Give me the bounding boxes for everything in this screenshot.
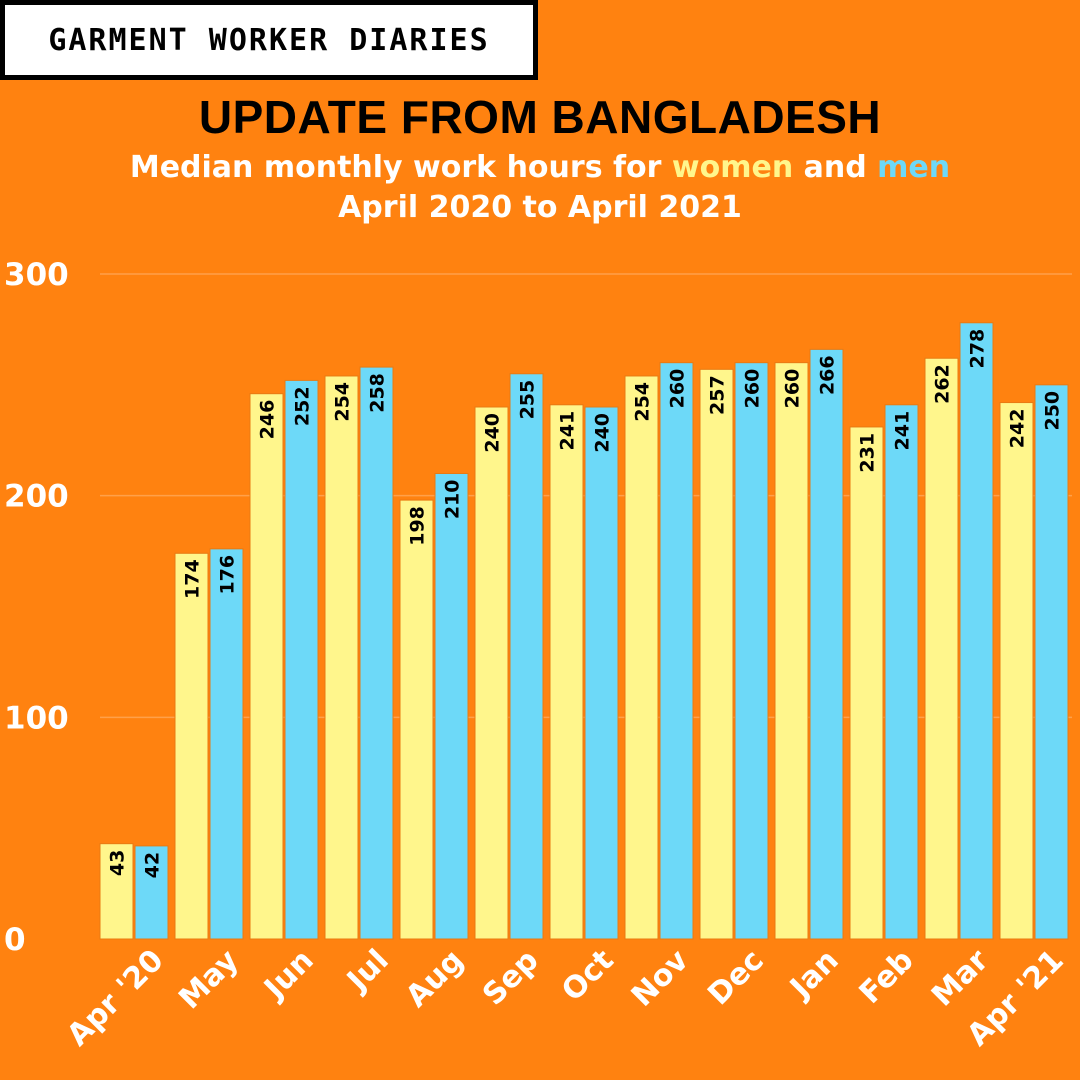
- bar-women: [924, 357, 959, 940]
- y-tick-label: 300: [4, 257, 69, 293]
- data-label-women: 241: [557, 411, 579, 451]
- bar-women: [174, 552, 209, 940]
- x-tick-label: Jun: [256, 943, 320, 1007]
- data-label-men: 42: [142, 852, 164, 878]
- y-tick-label: 200: [4, 479, 69, 515]
- bar-women: [324, 375, 359, 940]
- data-label-women: 240: [482, 413, 504, 453]
- data-label-women: 257: [707, 375, 729, 415]
- brand-label: GARMENT WORKER DIARIES: [48, 22, 490, 58]
- data-label-men: 252: [292, 386, 314, 426]
- data-label-women: 254: [332, 382, 354, 422]
- x-tick-label: Jan: [782, 943, 845, 1006]
- data-label-women: 43: [107, 850, 129, 876]
- subtitle-prefix: Median monthly work hours for: [129, 150, 672, 185]
- bar-men: [584, 406, 619, 940]
- data-label-women: 242: [1007, 409, 1029, 449]
- bar-women: [774, 362, 809, 940]
- chart-title: UPDATE FROM BANGLADESH: [198, 91, 882, 143]
- bar-men: [809, 348, 844, 940]
- bar-men: [209, 548, 244, 940]
- bar-women: [849, 426, 884, 940]
- data-label-men: 266: [817, 355, 839, 395]
- data-label-men: 255: [517, 380, 539, 420]
- brand-box: [0, 0, 538, 80]
- bar-women: [624, 375, 659, 940]
- data-label-women: 246: [257, 400, 279, 440]
- chart-subtitle-dates: April 2020 to April 2021: [338, 190, 742, 225]
- bar-women: [699, 368, 734, 940]
- bar-women: [249, 393, 284, 940]
- data-label-men: 240: [592, 413, 614, 453]
- data-label-men: 176: [217, 555, 239, 595]
- data-label-women: 260: [782, 369, 804, 409]
- x-tick-label: Aug: [399, 943, 470, 1014]
- data-label-men: 260: [742, 369, 764, 409]
- data-label-men: 258: [367, 373, 389, 413]
- data-label-women: 254: [632, 382, 654, 422]
- x-tick-label: Oct: [555, 943, 621, 1009]
- subtitle-men: men: [877, 150, 951, 185]
- subtitle-middle: and: [793, 150, 878, 185]
- data-label-women: 174: [182, 559, 204, 599]
- bar-women: [399, 499, 434, 940]
- chart-subtitle: Median monthly work hours for women and …: [0, 150, 1080, 186]
- bar-men: [359, 366, 394, 940]
- x-tick-label: May: [172, 943, 246, 1017]
- bar-women: [99, 843, 134, 940]
- bar-men: [284, 379, 319, 940]
- subtitle-women: women: [671, 150, 794, 185]
- y-tick-label: 0: [4, 922, 26, 958]
- bar-men: [509, 373, 544, 940]
- x-tick-label: Apr '20: [60, 943, 170, 1053]
- x-tick-label: Dec: [701, 943, 770, 1012]
- bar-men: [734, 362, 769, 940]
- data-label-women: 198: [407, 506, 429, 546]
- bar-men: [134, 845, 169, 940]
- x-tick-label: Sep: [476, 943, 546, 1013]
- bar-women: [549, 404, 584, 940]
- bar-men: [959, 322, 994, 940]
- x-tick-label: Nov: [625, 943, 696, 1014]
- bar-men: [1034, 384, 1069, 940]
- data-label-men: 278: [967, 329, 989, 369]
- bar-men: [884, 404, 919, 940]
- bar-men: [434, 473, 469, 940]
- data-label-men: 250: [1042, 391, 1064, 431]
- bar-men: [659, 362, 694, 940]
- data-label-men: 210: [442, 480, 464, 520]
- bar-women: [999, 402, 1034, 940]
- bar-women: [474, 406, 509, 940]
- y-tick-label: 100: [4, 700, 69, 736]
- data-label-women: 231: [857, 433, 879, 473]
- data-label-men: 241: [892, 411, 914, 451]
- x-tick-label: Jul: [339, 943, 395, 999]
- x-tick-label: Feb: [853, 943, 921, 1011]
- data-label-women: 262: [932, 364, 954, 404]
- data-label-men: 260: [667, 369, 689, 409]
